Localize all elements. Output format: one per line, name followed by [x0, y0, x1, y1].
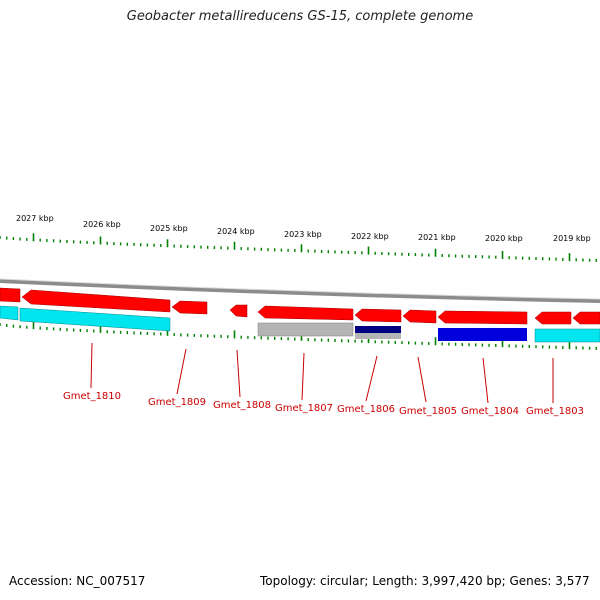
feature-bar-navy-gmet-1806[interactable] — [355, 326, 401, 333]
leader-gmet-1805 — [417, 356, 427, 403]
gene-label-leaders — [90, 342, 554, 404]
gene-arrow-gmet-1805[interactable] — [402, 309, 437, 324]
gene-label-gmet-1804[interactable]: Gmet_1804 — [461, 406, 519, 417]
feature-track — [0, 305, 600, 343]
feature-bar-cyan-left[interactable] — [0, 305, 19, 321]
gene-label-gmet-1806[interactable]: Gmet_1806 — [337, 404, 395, 415]
gene-arrow-gmet-1808[interactable] — [229, 304, 248, 318]
kbp-label-2023: 2023 kbp — [284, 230, 322, 239]
feature-bar-gray-gmet-1806[interactable] — [355, 333, 401, 339]
scale-ticks-upper — [0, 233, 597, 262]
gene-label-gmet-1808[interactable]: Gmet_1808 — [213, 400, 271, 411]
scale-ticks-lower — [0, 321, 597, 350]
leader-gmet-1804 — [482, 357, 489, 404]
kbp-label-2021: 2021 kbp — [418, 233, 456, 242]
kbp-label-2019: 2019 kbp — [553, 234, 591, 243]
gene-label-gmet-1810[interactable]: Gmet_1810 — [63, 391, 121, 402]
gene-arrow-gmet-1809[interactable] — [171, 300, 208, 315]
gene-arrow-gmet-1807[interactable] — [257, 305, 354, 321]
kbp-label-2024: 2024 kbp — [217, 227, 255, 236]
leader-gmet-1806 — [365, 355, 378, 402]
gene-arrow-partial-right[interactable] — [572, 311, 600, 325]
gene-label-gmet-1809[interactable]: Gmet_1809 — [148, 397, 206, 408]
genome-backbone — [0, 279, 600, 303]
leader-gmet-1808 — [236, 349, 241, 398]
genome-title: Geobacter metallireducens GS-15, complet… — [126, 9, 474, 24]
feature-bar-gray-gmet-1807[interactable] — [257, 322, 354, 337]
feature-bar-blue-gmet-1804[interactable] — [438, 328, 527, 341]
gene-label-gmet-1805[interactable]: Gmet_1805 — [399, 406, 457, 417]
leader-gmet-1809 — [176, 348, 187, 395]
gene-arrow-gmet-1810[interactable] — [21, 289, 171, 313]
gene-track-red — [0, 287, 600, 325]
accession-text: Accession: NC_007517 — [9, 574, 146, 588]
genome-summary-text: Topology: circular; Length: 3,997,420 bp… — [260, 574, 590, 588]
kbp-label-2022: 2022 kbp — [351, 232, 389, 241]
gene-arrow-gmet-1804[interactable] — [437, 310, 528, 325]
kbp-label-2027: 2027 kbp — [16, 214, 54, 223]
gene-arrow-gmet-1806[interactable] — [354, 308, 402, 323]
gene-arrow-gmet-1803[interactable] — [534, 311, 572, 325]
leader-gmet-1807 — [301, 352, 305, 401]
gene-label-gmet-1803[interactable]: Gmet_1803 — [526, 406, 584, 417]
gene-arrow-partial-left[interactable] — [0, 287, 21, 303]
kbp-label-2025: 2025 kbp — [150, 224, 188, 233]
kbp-label-2026: 2026 kbp — [83, 220, 121, 229]
leader-gmet-1810 — [90, 342, 93, 389]
feature-bar-cyan-gmet-1803[interactable] — [534, 328, 600, 343]
kbp-label-2020: 2020 kbp — [485, 234, 523, 243]
genome-backbone-highlight — [0, 278, 600, 300]
gene-label-gmet-1807[interactable]: Gmet_1807 — [275, 403, 333, 414]
feature-bar-cyan-gmet-1810[interactable] — [19, 307, 171, 332]
